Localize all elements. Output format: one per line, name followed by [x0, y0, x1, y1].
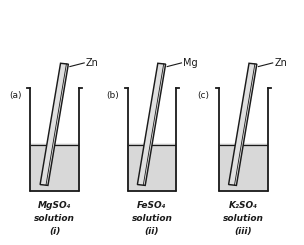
Text: Mg: Mg	[183, 58, 198, 68]
Text: solution: solution	[34, 214, 75, 223]
Text: solution: solution	[132, 214, 172, 223]
Text: (c): (c)	[198, 91, 210, 100]
Text: FeSO₄: FeSO₄	[137, 201, 167, 210]
Text: Zn: Zn	[86, 58, 98, 68]
FancyBboxPatch shape	[30, 144, 80, 192]
Text: (a): (a)	[9, 91, 22, 100]
Polygon shape	[137, 63, 166, 185]
Text: (i): (i)	[49, 227, 60, 236]
Text: (ii): (ii)	[145, 227, 159, 236]
Text: Zn: Zn	[274, 58, 287, 68]
Text: K₂SO₄: K₂SO₄	[229, 201, 258, 210]
Text: (b): (b)	[106, 91, 119, 100]
Text: (iii): (iii)	[234, 227, 252, 236]
Polygon shape	[229, 63, 257, 185]
Text: MgSO₄: MgSO₄	[38, 201, 71, 210]
Polygon shape	[40, 63, 68, 185]
FancyBboxPatch shape	[218, 144, 268, 192]
FancyBboxPatch shape	[127, 144, 177, 192]
Text: solution: solution	[223, 214, 264, 223]
